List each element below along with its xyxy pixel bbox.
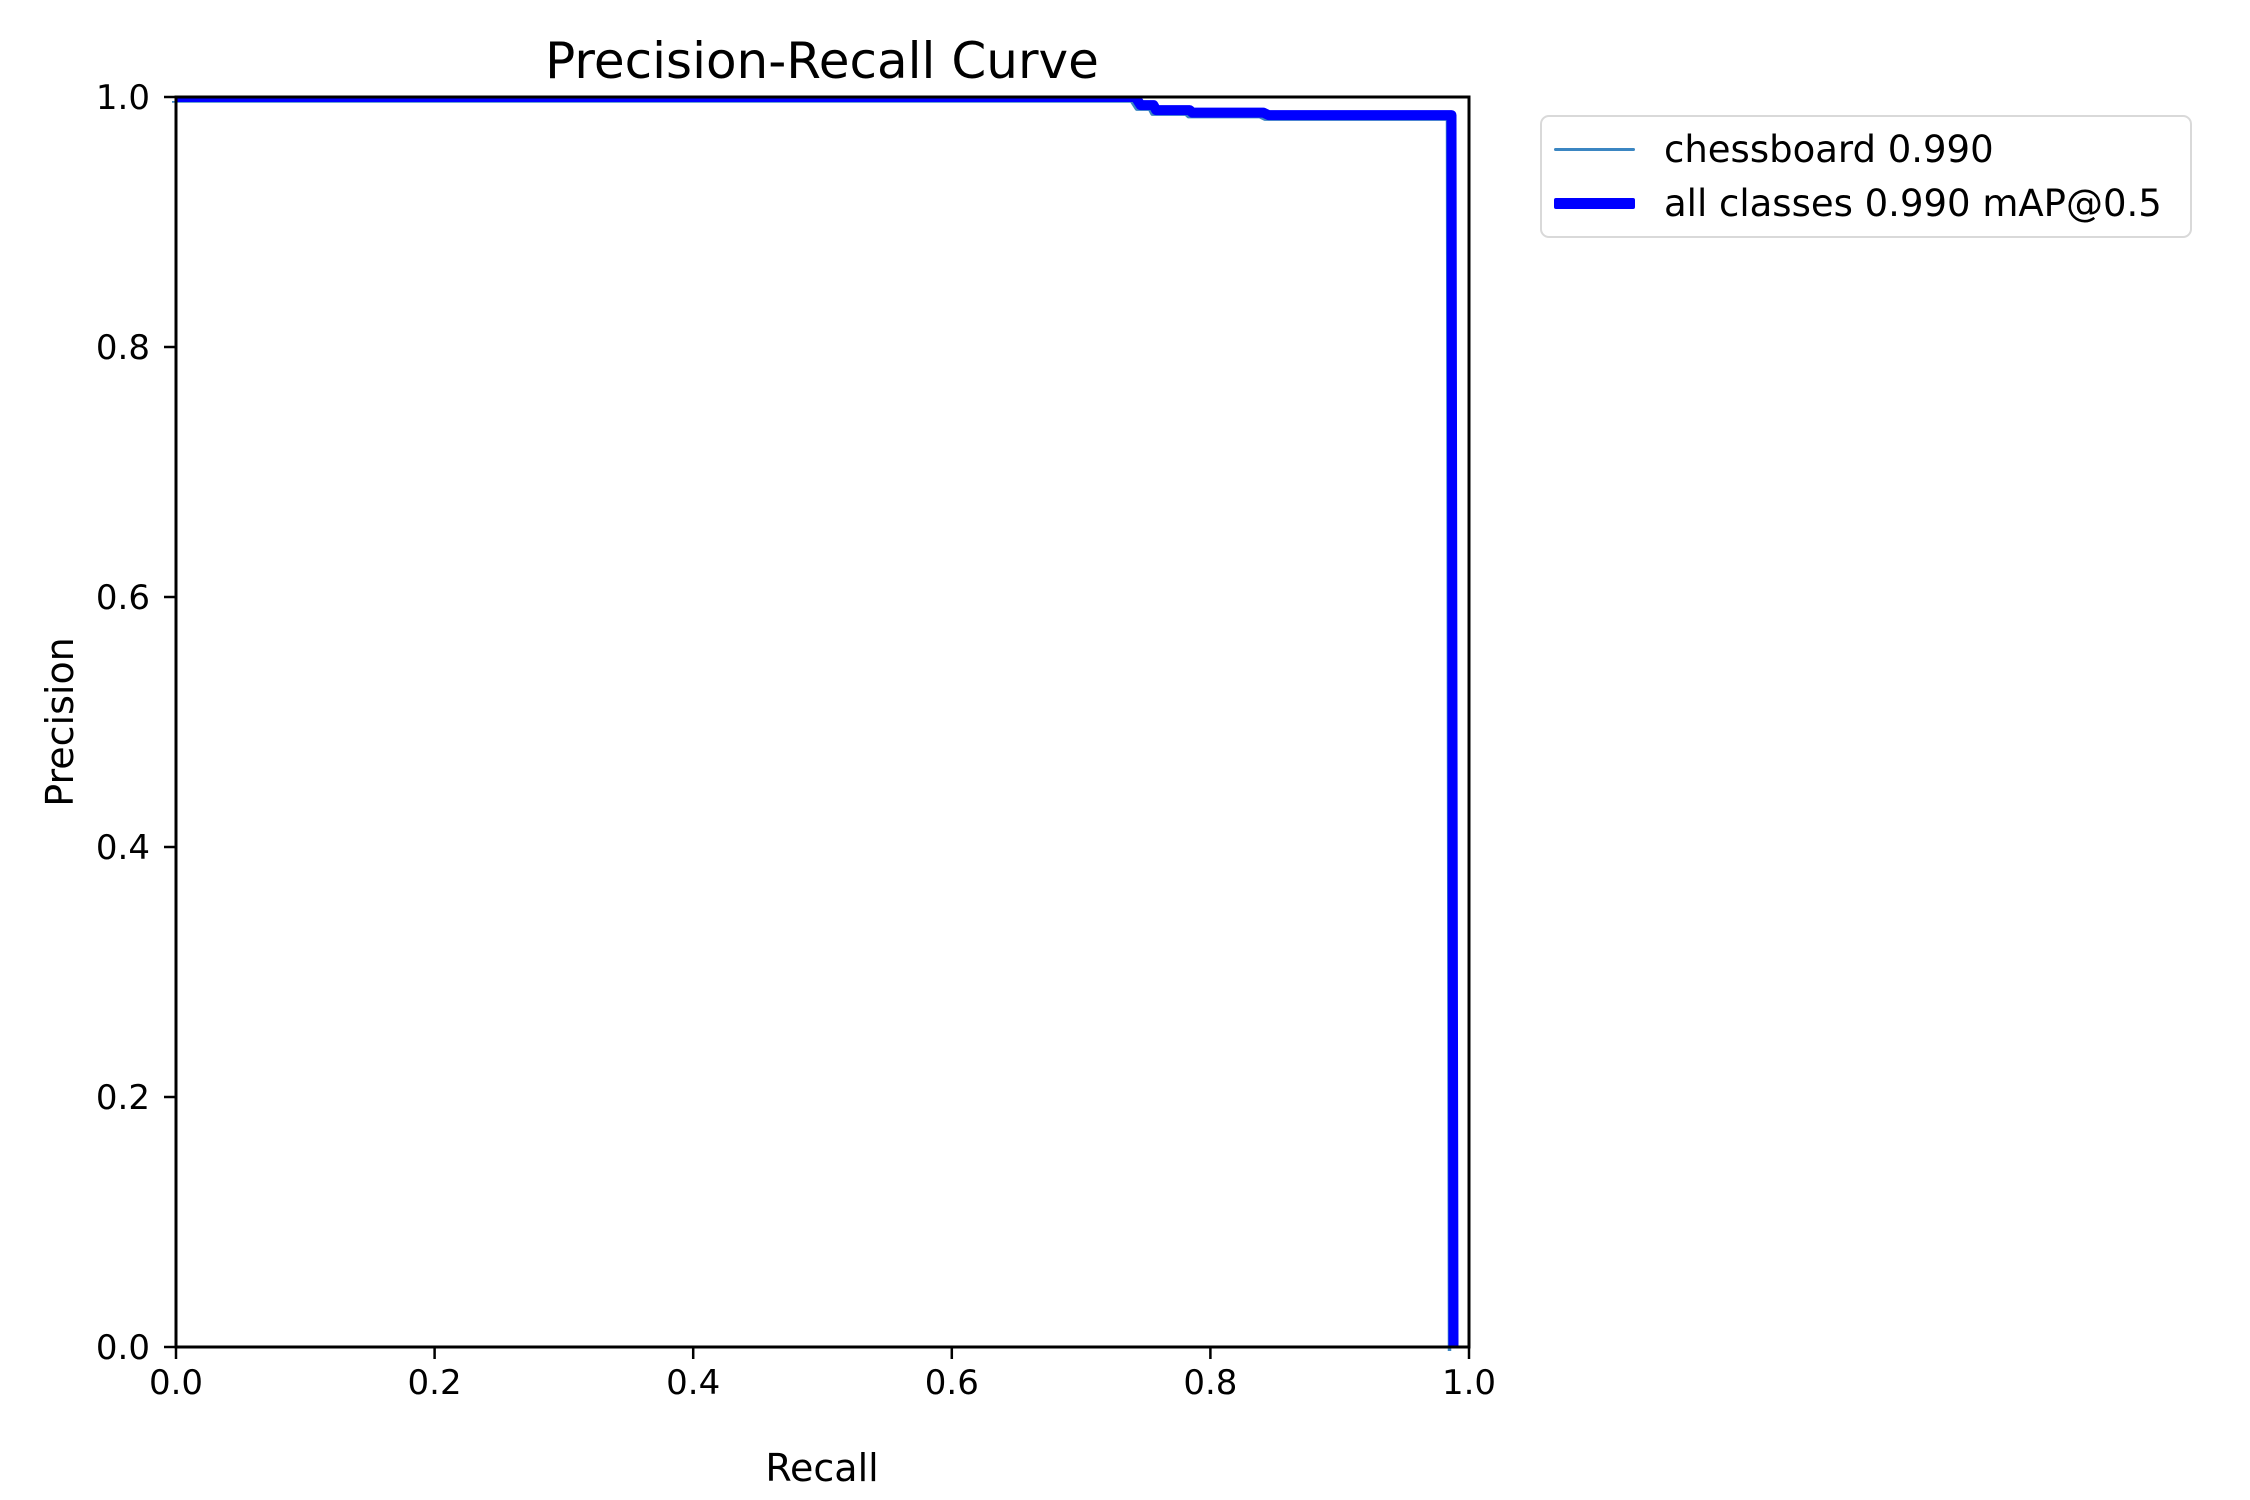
x-tick-label: 0.4 xyxy=(666,1363,720,1403)
y-axis-label: Precision xyxy=(38,637,82,807)
x-tick-label: 0.2 xyxy=(408,1363,462,1403)
legend-item: chessboard 0.990 xyxy=(1554,131,2190,169)
x-tick-label: 0.0 xyxy=(149,1363,203,1403)
legend-label: chessboard 0.990 xyxy=(1664,128,1994,171)
x-axis-label: Recall xyxy=(765,1446,878,1490)
legend-line-sample-chessboard xyxy=(1554,147,1635,152)
legend-label: all classes 0.990 mAP@0.5 xyxy=(1664,182,2162,225)
legend-line-sample-all-classes xyxy=(1554,198,1635,209)
series-layer xyxy=(172,97,1459,1351)
tick-layer: 0.0 0.2 0.4 0.6 0.8 1.0 0.0 0.2 0.4 0.6 0.8 1.0 xyxy=(96,78,1496,1403)
y-tick-label: 0.4 xyxy=(96,828,150,868)
y-tick-label: 1.0 xyxy=(96,78,150,118)
y-tick-label: 0.8 xyxy=(96,328,150,368)
y-tick-label: 0.0 xyxy=(96,1328,150,1368)
x-tick-label: 1.0 xyxy=(1442,1363,1496,1403)
x-tick-label: 0.6 xyxy=(925,1363,979,1403)
y-tick-label: 0.6 xyxy=(96,578,150,618)
x-tick-label: 0.8 xyxy=(1183,1363,1237,1403)
series-line-1 xyxy=(176,97,1459,1347)
y-tick-label: 0.2 xyxy=(96,1078,150,1118)
chart-title: Precision-Recall Curve xyxy=(545,32,1099,90)
chart-legend: chessboard 0.990 all classes 0.990 mAP@0… xyxy=(1540,115,2192,238)
legend-item: all classes 0.990 mAP@0.5 xyxy=(1554,185,2190,223)
series-line-0 xyxy=(172,101,1452,1351)
axes-spines xyxy=(174,95,1471,1349)
